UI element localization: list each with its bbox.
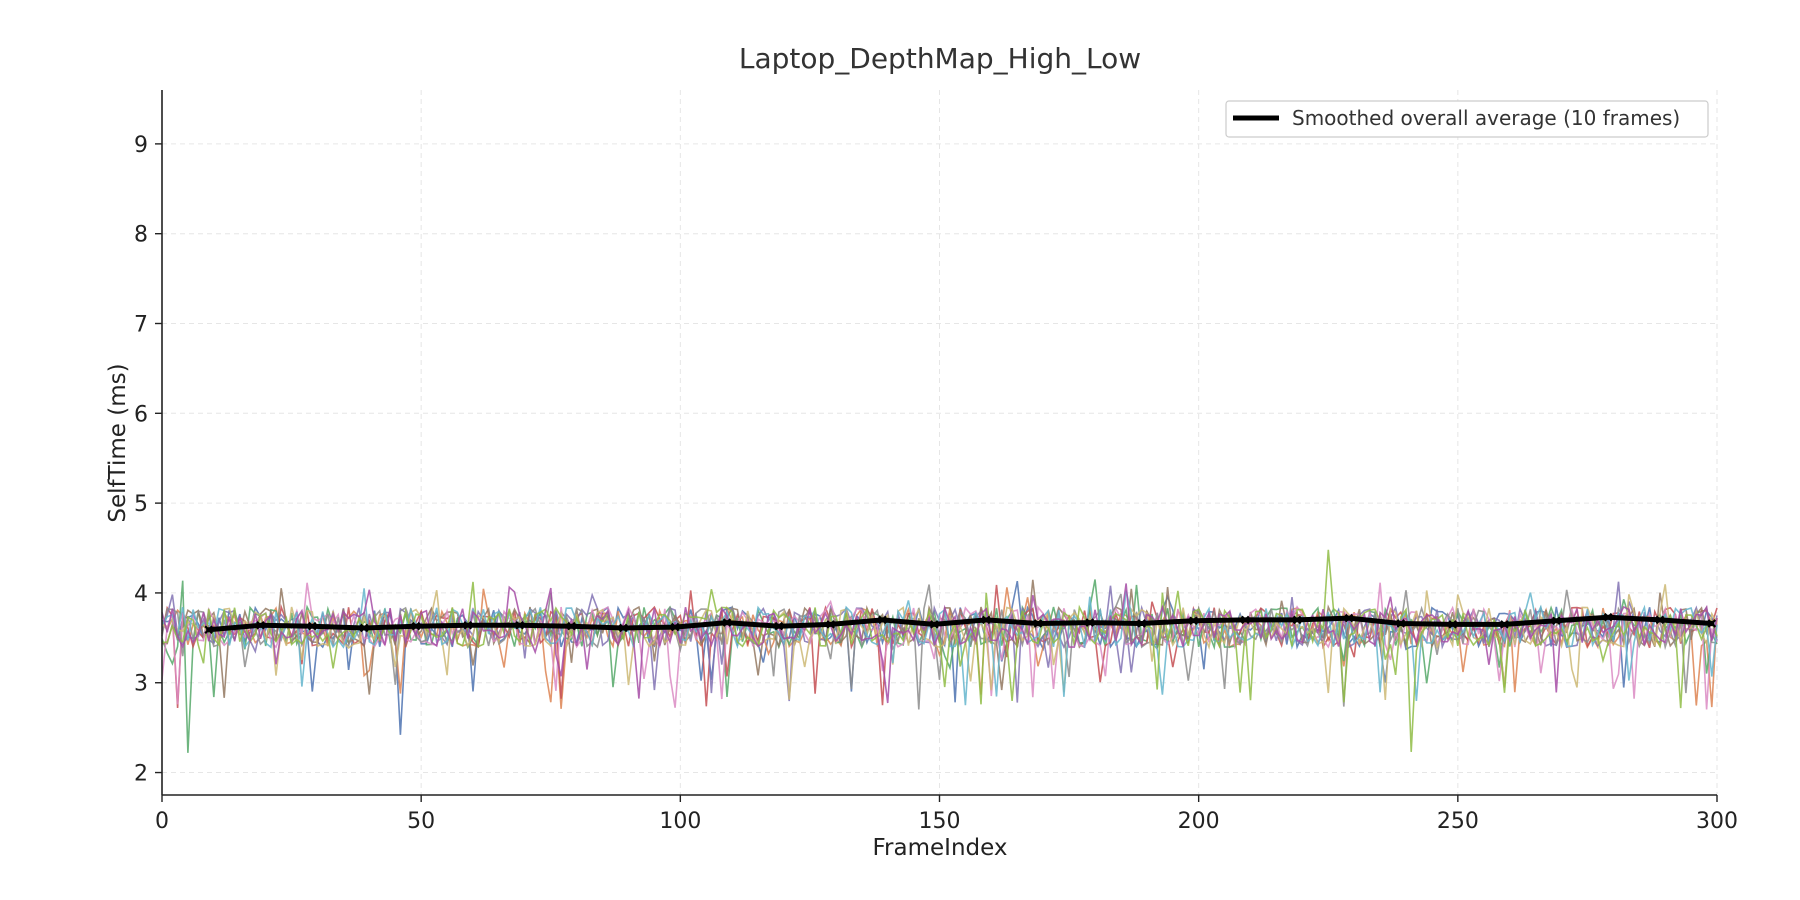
smoothed-average-marker — [1189, 616, 1198, 626]
smoothed-average-marker — [930, 620, 939, 629]
x-axis-label: FrameIndex — [873, 835, 1008, 861]
ticks: 0 50 100 150 200 250 300 2 3 4 5 6 7 8 9 — [134, 133, 1738, 834]
smoothed-average-marker — [1603, 612, 1613, 622]
smoothed-average-marker — [1241, 615, 1250, 625]
smoothed-average-marker — [1085, 618, 1095, 627]
smoothed-average-marker — [1448, 620, 1457, 629]
y-axis-label: SelfTime (ms) — [105, 363, 131, 522]
smoothed-average-marker — [670, 622, 680, 632]
x-tick-label: 300 — [1696, 809, 1738, 834]
y-tick-label: 7 — [134, 313, 148, 338]
smoothed-average-marker — [256, 620, 265, 630]
raw-series-line — [161, 581, 1718, 703]
smoothed-average-marker — [359, 623, 369, 633]
smoothed-average-marker — [308, 621, 317, 631]
smoothed-average-marker — [463, 620, 473, 630]
legend-box — [1225, 100, 1709, 138]
x-tick-label: 0 — [155, 809, 169, 834]
smoothed-average-marker — [1033, 619, 1043, 628]
x-tick-label: 100 — [659, 809, 701, 834]
smoothed-average-group — [204, 612, 1717, 635]
smoothed-average-marker — [515, 620, 524, 630]
y-tick-label: 9 — [134, 133, 148, 158]
smoothed-average-marker — [1396, 619, 1406, 628]
smoothed-average-marker — [1292, 615, 1302, 625]
smoothed-average-line — [206, 614, 1715, 633]
smoothed-average-marker — [1500, 620, 1509, 629]
smoothed-average-marker — [411, 621, 421, 631]
legend: Smoothed overall average (10 frames) — [1225, 100, 1709, 138]
x-tick-label: 150 — [919, 809, 961, 834]
chart-title: Laptop_DepthMap_High_Low — [739, 42, 1141, 75]
grid — [161, 90, 1718, 795]
x-tick-label: 250 — [1437, 809, 1479, 834]
x-tick-label: 50 — [407, 809, 435, 834]
smoothed-average-marker — [1137, 619, 1146, 628]
smoothed-average-marker — [619, 623, 628, 633]
raw-series-line — [161, 583, 1718, 704]
y-tick-label: 4 — [134, 582, 148, 607]
smoothed-average-marker — [567, 621, 576, 631]
smoothed-average-marker — [1707, 619, 1717, 628]
y-tick-label: 3 — [134, 672, 148, 697]
y-tick-label: 5 — [134, 492, 148, 517]
y-tick-label: 8 — [134, 223, 148, 248]
smoothed-average-marker — [981, 615, 991, 625]
smoothed-average-marker — [878, 615, 887, 625]
x-tick-label: 200 — [1178, 809, 1220, 834]
y-tick-label: 2 — [134, 762, 148, 787]
smoothed-average-marker — [1552, 616, 1561, 626]
y-tick-label: 6 — [134, 402, 148, 427]
smoothed-average-marker — [722, 618, 732, 627]
legend-label: Smoothed overall average (10 frames) — [1292, 106, 1680, 130]
smoothed-average-marker — [204, 625, 213, 635]
raw-series-line — [161, 584, 1718, 710]
smoothed-average-marker — [1655, 615, 1665, 625]
smoothed-average-marker — [1344, 613, 1354, 623]
smoothed-average-marker — [774, 621, 784, 631]
smoothed-average-marker — [826, 620, 835, 629]
